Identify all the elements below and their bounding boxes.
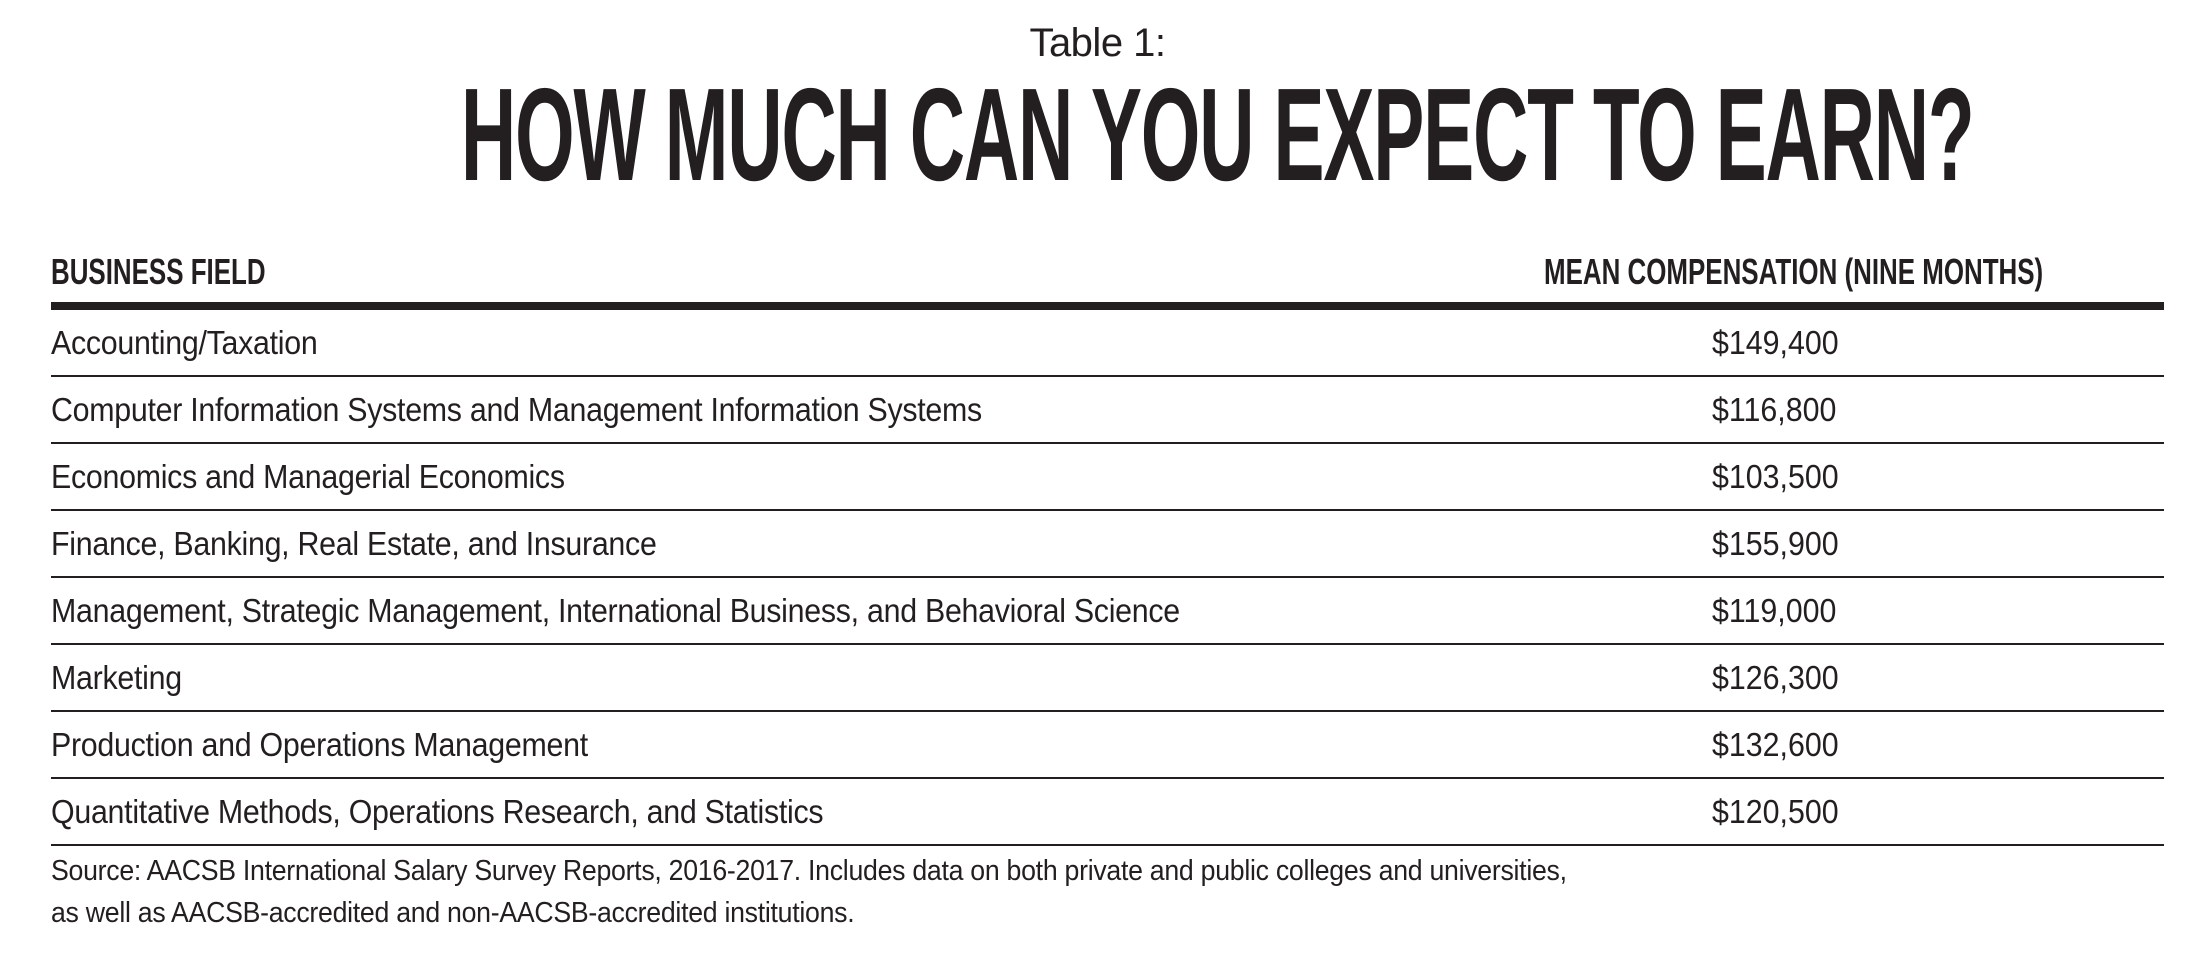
table-row: Quantitative Methods, Operations Researc… [51,779,2164,846]
table-header: BUSINESS FIELD MEAN COMPENSATION (NINE M… [51,248,2164,310]
compensation-cell: $132,600 [1712,726,1839,763]
business-field-cell: Economics and Managerial Economics [51,458,565,495]
business-field-cell: Accounting/Taxation [51,324,318,361]
compensation-cell: $149,400 [1712,324,1839,361]
page-title: HOW MUCH CAN YOU EXPECT TO EARN? [460,61,1975,208]
compensation-table: BUSINESS FIELD MEAN COMPENSATION (NINE M… [51,248,2164,846]
business-field-cell: Finance, Banking, Real Estate, and Insur… [51,525,657,562]
compensation-cell: $155,900 [1712,525,1839,562]
table-row: Finance, Banking, Real Estate, and Insur… [51,511,2164,578]
business-field-cell: Quantitative Methods, Operations Researc… [51,793,824,830]
compensation-cell: $103,500 [1712,458,1839,495]
column-header-mean-compensation: MEAN COMPENSATION (NINE MONTHS) [1544,251,2044,292]
business-field-cell: Management, Strategic Management, Intern… [51,592,1180,629]
business-field-cell: Computer Information Systems and Managem… [51,391,982,428]
table-row: Marketing $126,300 [51,645,2164,712]
column-header-business-field: BUSINESS FIELD [51,251,266,292]
table-row: Computer Information Systems and Managem… [51,377,2164,444]
table-row: Accounting/Taxation $149,400 [51,310,2164,377]
table-label: Table 1: [1029,21,1166,65]
source-note: Source: AACSB International Salary Surve… [51,850,1751,934]
source-note-line-2: as well as AACSB-accredited and non-AACS… [51,897,855,929]
table-row: Economics and Managerial Economics $103,… [51,444,2164,511]
compensation-cell: $116,800 [1712,391,1837,428]
table-row: Management, Strategic Management, Intern… [51,578,2164,645]
compensation-cell: $119,000 [1712,592,1837,629]
compensation-cell: $126,300 [1712,659,1839,696]
compensation-cell: $120,500 [1712,793,1839,830]
table-row: Production and Operations Management $13… [51,712,2164,779]
source-note-line-1: Source: AACSB International Salary Surve… [51,855,1567,887]
business-field-cell: Marketing [51,659,182,696]
business-field-cell: Production and Operations Management [51,726,588,763]
